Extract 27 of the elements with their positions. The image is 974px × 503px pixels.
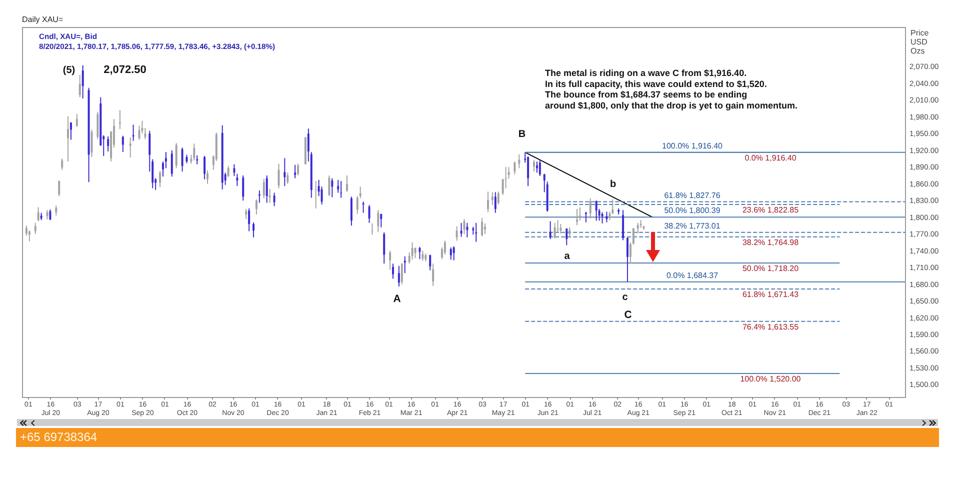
text: +65 69738364 [16,428,939,447]
series-label: 50.0% 1,718.20 [742,264,800,273]
annotation: (5) [62,65,76,76]
series-label: 61.8% 1,671.43 [742,290,800,300]
series-label: 38.2% 1,773.01 [664,221,721,230]
series-label: 61.8% 1,827.76 [664,190,721,200]
series-label: 0.0% 1,684.37 [666,270,719,280]
annotation: C [624,309,632,321]
series-label: 50.0% 1,800.39 [664,206,721,216]
annotation: around $1,800, only that the drop is yet to gain momentum. [545,100,798,110]
annotation: a [564,251,570,262]
annotation: The bounce from $1,684.37 seems to be ending [545,90,748,100]
series-label: 0.0% 1,916.40 [744,153,797,162]
y-axis-title: Price USD Ozs [910,28,930,56]
series-label: 100.0% 1,916.40 [662,141,724,150]
series-label: 23.6% 1,822.85 [742,206,800,215]
chart-title: Daily XAU= [22,15,64,24]
annotation: B [518,129,526,140]
series-label: 100.0% 1,520.00 [740,374,802,384]
annotation: The metal is riding on a wave C from $1,916.40. [545,68,747,78]
series-label: 76.4% 1,613.55 [742,322,800,332]
annotation: c [622,292,628,303]
series-label: 38.2% 1,764.98 [742,238,800,247]
annotation: b [610,179,616,190]
annotation: A [393,293,402,305]
annotation: In its full capacity, this wave could extend to $1,520. [545,78,767,89]
annotation: 2,072.50 [104,64,146,76]
